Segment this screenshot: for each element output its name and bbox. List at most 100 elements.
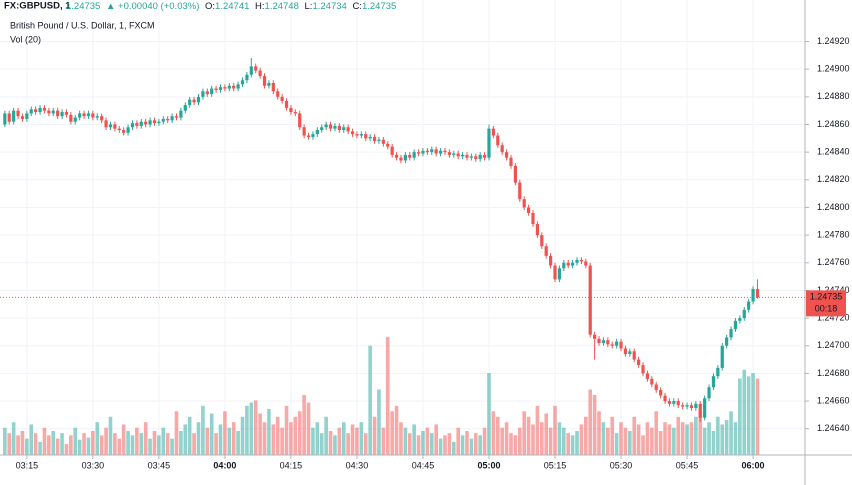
y-tick-label: 1.24860 [817,119,850,129]
candle-body [588,265,592,335]
candle-body [434,149,438,154]
candle-body [689,405,694,408]
candle-body [276,91,280,97]
candle-body [262,76,267,86]
candle-body [390,146,394,155]
candle-body [654,384,658,391]
volume-bar [623,427,628,455]
volume-bar [491,411,496,455]
volume-bar [610,416,615,455]
volume-bar [236,430,240,455]
y-tick-label: 1.24920 [817,36,850,46]
volume-bar [592,394,597,455]
volume-bar [478,435,482,455]
volume-bar [509,433,513,455]
volume-bar [575,430,579,455]
candle-body [491,128,495,136]
volume-bar [152,430,157,455]
candle-body [725,337,729,346]
volume-bar [108,416,113,455]
close-value: 1.24735 [362,1,396,12]
countdown: 00:18 [815,304,838,314]
candle-body [315,130,319,135]
volume-bar [531,424,535,455]
volume-bar [460,435,465,455]
candle-body [729,329,733,338]
volume-bar [425,427,430,455]
volume-bar [209,413,214,455]
volume-bar [201,405,205,455]
y-tick-label: 1.24720 [817,312,850,322]
volume-bar [716,416,720,455]
volume-bar [667,424,672,455]
volume-title: Vol (20) [10,34,41,44]
candle-body [289,107,293,113]
candle-body [593,334,597,339]
open-value: 1.24741 [215,1,249,12]
volume-bar [179,430,183,455]
candle-body [584,261,588,266]
candle-body [122,130,126,133]
volume-bar [337,427,342,455]
volume-bar [99,435,104,455]
volume-bar [267,409,271,455]
candle-body [412,152,416,158]
candle-body [201,91,205,97]
volume-bar [553,405,557,455]
candle-body [386,143,390,147]
candle-body [522,199,526,208]
candle-body [632,351,636,360]
candle-body [535,224,540,236]
candle-body [698,403,702,418]
volume-bar [632,416,637,455]
volume-bar [451,441,456,455]
volume-bar [196,422,201,455]
volume-bar [720,424,725,455]
candle-body [571,262,575,266]
volume-bar [104,427,108,455]
candle-body [399,157,403,161]
candle-body [152,120,157,124]
volume-bar [522,411,526,455]
volume-bar [64,444,69,455]
volume-bar [403,427,408,455]
x-tick-label: 04:15 [280,460,303,470]
candle-body [25,113,29,119]
candle-body [557,268,562,280]
y-tick-label: 1.24680 [817,368,850,378]
x-tick-label: 04:45 [412,460,435,470]
volume-bar [16,435,20,455]
candle-body [355,134,359,136]
candles [3,58,760,422]
candle-body [615,341,619,346]
last-price-box [806,290,846,317]
candle-body [430,149,434,153]
candle-body [232,85,236,89]
volume-bar [311,427,315,455]
volume-bar [86,437,91,455]
candle-body [20,116,25,119]
volume-bar [579,424,584,455]
candle-body [377,139,381,142]
volume-bar [170,438,174,455]
x-tick-label: 05:15 [544,460,567,470]
volume-bar [654,411,659,455]
header: FX:GBPUSD, 1 1.24735 ▲ +0.00040 (+0.03%)… [4,1,396,45]
candle-body [579,260,584,262]
subtitle: British Pound / U.S. Dollar, 1, FXCM [10,20,155,30]
volume-bar [601,422,606,455]
low-label: L: [305,1,313,12]
volume-bar [47,435,51,455]
candle-body [751,289,755,302]
candle-body [738,318,742,321]
candle-body [359,134,363,136]
candle-body [443,150,447,153]
volume-bar [280,427,284,455]
candle-body [372,136,377,142]
volume-bar [350,424,355,455]
volume-bar [143,422,148,455]
volume-bar [685,424,689,455]
candle-body [342,127,346,131]
candle-body [91,113,95,118]
candle-body [421,150,425,154]
